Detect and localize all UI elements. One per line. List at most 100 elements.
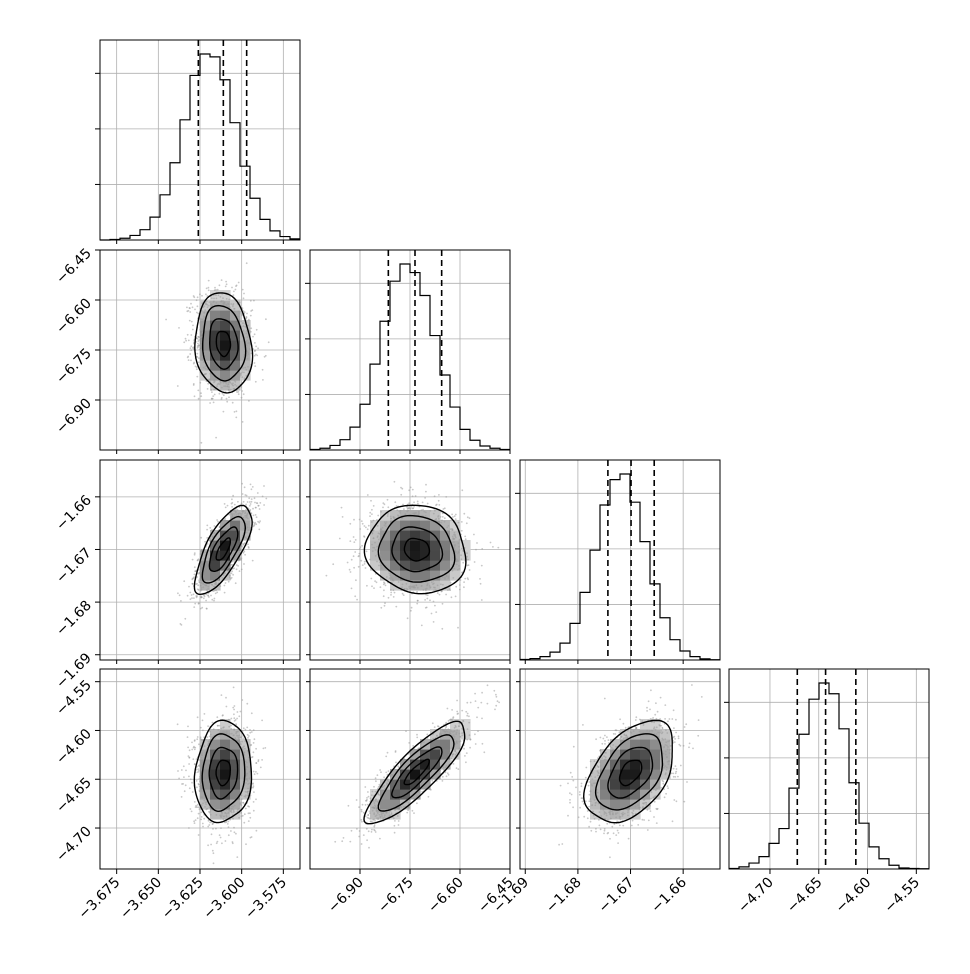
scatter-point [480, 701, 483, 704]
scatter-point [235, 385, 238, 387]
scatter-point [240, 502, 243, 505]
scatter-point [357, 565, 360, 568]
scatter-point [622, 811, 624, 814]
scatter-point [455, 726, 457, 728]
scatter-point [377, 538, 380, 541]
scatter-point [247, 735, 250, 737]
scatter-point [376, 774, 379, 777]
scatter-point [233, 310, 236, 313]
scatter-point [207, 844, 210, 847]
density-cell [230, 350, 241, 361]
scatter-point [433, 586, 435, 589]
scatter-point [634, 727, 637, 730]
density-cell [460, 719, 471, 730]
y-tick-label-1-1: −6.75 [53, 346, 95, 388]
scatter-point [246, 336, 249, 338]
density-cell [590, 769, 601, 780]
density-cell [400, 550, 411, 561]
scatter-point [249, 729, 251, 731]
scatter-point [386, 782, 388, 784]
scatter-point [358, 518, 361, 521]
scatter-point [239, 549, 242, 552]
scatter-point [373, 546, 376, 549]
scatter-point [365, 799, 368, 802]
scatter-point [249, 777, 251, 779]
scatter-point [638, 806, 640, 809]
scatter-point [361, 803, 364, 806]
scatter-point [364, 804, 367, 806]
scatter-point [436, 584, 439, 587]
scatter-point [242, 367, 244, 369]
density-cell [610, 789, 621, 800]
scatter-point [442, 508, 445, 510]
scatter-point [474, 692, 476, 695]
scatter-point [225, 705, 228, 708]
x-tick-label-2-1: −1.68 [543, 875, 585, 917]
scatter-point [672, 772, 675, 775]
scatter-point [600, 768, 603, 771]
scatter-point [594, 776, 597, 778]
scatter-point [232, 382, 234, 385]
ticks-layer: −3.675−3.650−3.625−3.600−3.575 −6.90 −6.75… [53, 72, 923, 922]
scatter-point [425, 483, 427, 486]
scatter-point [206, 295, 209, 297]
panel-frame-3-3 [728, 668, 930, 870]
contour-level-0 [215, 537, 231, 561]
scatter-point [376, 812, 379, 815]
scatter-point [673, 735, 676, 738]
scatter-point [577, 816, 580, 819]
scatter-point [244, 794, 247, 797]
density-cell [430, 520, 441, 531]
scatter-point [202, 366, 205, 369]
scatter-point [250, 488, 253, 491]
contour-level-2 [377, 734, 455, 812]
contour-level-1 [208, 526, 239, 572]
scatter-point [416, 591, 418, 593]
density-cell [230, 520, 241, 531]
scatter-point [203, 713, 206, 715]
scatter-point [674, 772, 677, 775]
scatter-point [477, 730, 479, 732]
density-cell [240, 320, 251, 331]
scatter-point [247, 365, 249, 368]
scatter-point [246, 531, 248, 534]
scatter-point [239, 710, 242, 713]
scatter-point [641, 720, 644, 723]
scatter-point [204, 373, 207, 376]
scatter-point [206, 537, 209, 539]
scatter-point [212, 294, 215, 297]
density-cell [200, 300, 211, 311]
scatter-point [461, 732, 463, 735]
scatter-point [211, 529, 213, 531]
density-cell [620, 809, 631, 820]
density-cell [430, 530, 441, 541]
scatter-point [199, 381, 202, 384]
scatter-point [606, 736, 608, 738]
scatter-point [649, 804, 651, 807]
scatter-point [435, 611, 438, 613]
scatter-point [401, 592, 404, 595]
scatter-point [250, 310, 253, 312]
scatter-point [638, 730, 641, 733]
scatter-point [200, 562, 203, 565]
scatter-point [447, 773, 450, 776]
scatter-point [205, 803, 208, 806]
scatter-point [219, 296, 222, 298]
scatter-point [230, 717, 233, 720]
scatter-point [385, 811, 388, 814]
scatter-point [248, 400, 250, 402]
scatter-point [258, 528, 261, 531]
scatter-point [244, 807, 247, 810]
scatter-point [227, 812, 230, 815]
scatter-point [241, 307, 244, 310]
scatter-point [424, 784, 426, 787]
scatter-point [215, 814, 218, 816]
scatter-point [567, 814, 569, 817]
scatter-point [437, 725, 439, 727]
scatter-point [397, 765, 400, 768]
density-cell [240, 360, 251, 371]
scatter-point [654, 713, 657, 716]
scatter-point [402, 503, 404, 506]
scatter-point [242, 551, 245, 554]
scatter-point [664, 773, 667, 776]
